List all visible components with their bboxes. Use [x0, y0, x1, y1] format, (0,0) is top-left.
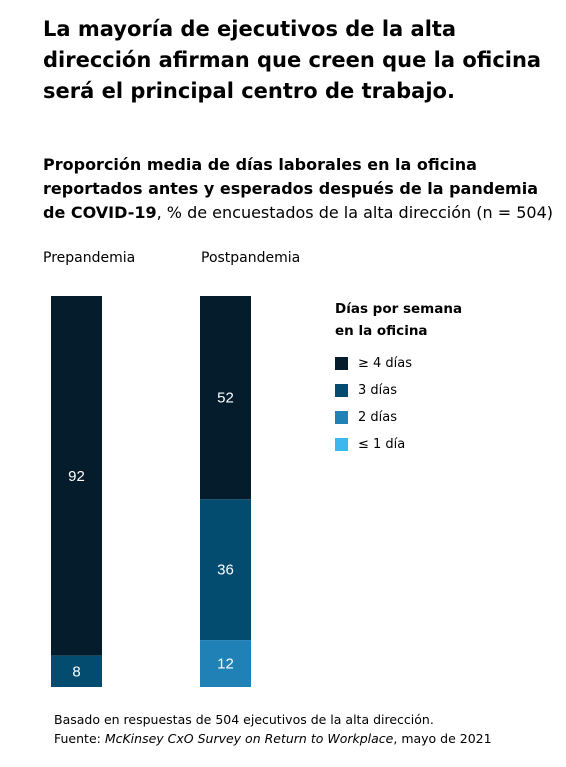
- legend-swatch: [335, 357, 348, 370]
- legend-swatch: [335, 384, 348, 397]
- chart-title: La mayoría de ejecutivos de la alta dire…: [43, 17, 542, 103]
- footer-note: Basado en respuestas de 504 ejecutivos d…: [54, 712, 434, 727]
- legend-label: ≤ 1 día: [358, 437, 406, 452]
- data-label: 36: [217, 562, 234, 579]
- footer-source-title: McKinsey CxO Survey on Return to Workpla…: [104, 731, 394, 746]
- bar-segment: [200, 640, 251, 687]
- legend-items: ≥ 4 días 3 días 2 días ≤ 1 día: [335, 350, 485, 458]
- legend-label: ≥ 4 días: [358, 356, 413, 371]
- legend-label: 2 días: [358, 410, 398, 425]
- legend-label: 3 días: [358, 383, 398, 398]
- footer: Basado en respuestas de 504 ejecutivos d…: [54, 710, 554, 748]
- legend-item: 2 días: [335, 404, 485, 431]
- legend-item: ≤ 1 día: [335, 431, 485, 458]
- legend-title: Días por semana en la oficina: [335, 301, 463, 339]
- data-label: 92: [68, 468, 85, 485]
- subtitle-bold: Proporción media de días laborales en la…: [43, 155, 538, 222]
- chart-subtitle: Proporción media de días laborales en la…: [43, 153, 558, 225]
- footer-source-suffix: , mayo de 2021: [393, 731, 492, 746]
- bar-segment: [200, 499, 251, 641]
- legend-swatch: [335, 411, 348, 424]
- data-label: 12: [217, 656, 234, 673]
- legend-item: ≥ 4 días: [335, 350, 485, 377]
- legend-item: 3 días: [335, 377, 485, 404]
- subtitle-normal: , % de encuestados de la alta dirección …: [156, 203, 554, 222]
- category-label: Prepandemia: [43, 250, 135, 266]
- stacked-bar-chart: Prepandemia 92 8 Postpandemia 52 36 12: [43, 250, 300, 687]
- footer-source: Fuente: McKinsey CxO Survey on Return to…: [54, 729, 554, 748]
- bar-segment: [51, 296, 102, 656]
- legend: Días por semana en la oficina ≥ 4 días 3 …: [335, 298, 485, 458]
- data-label: 8: [72, 663, 80, 680]
- legend-swatch: [335, 438, 348, 451]
- footer-source-prefix: Fuente:: [54, 731, 105, 746]
- bar-segment: [200, 296, 251, 500]
- data-label: 52: [217, 390, 234, 407]
- category-label: Postpandemia: [201, 250, 300, 266]
- bar-segment: [51, 655, 102, 687]
